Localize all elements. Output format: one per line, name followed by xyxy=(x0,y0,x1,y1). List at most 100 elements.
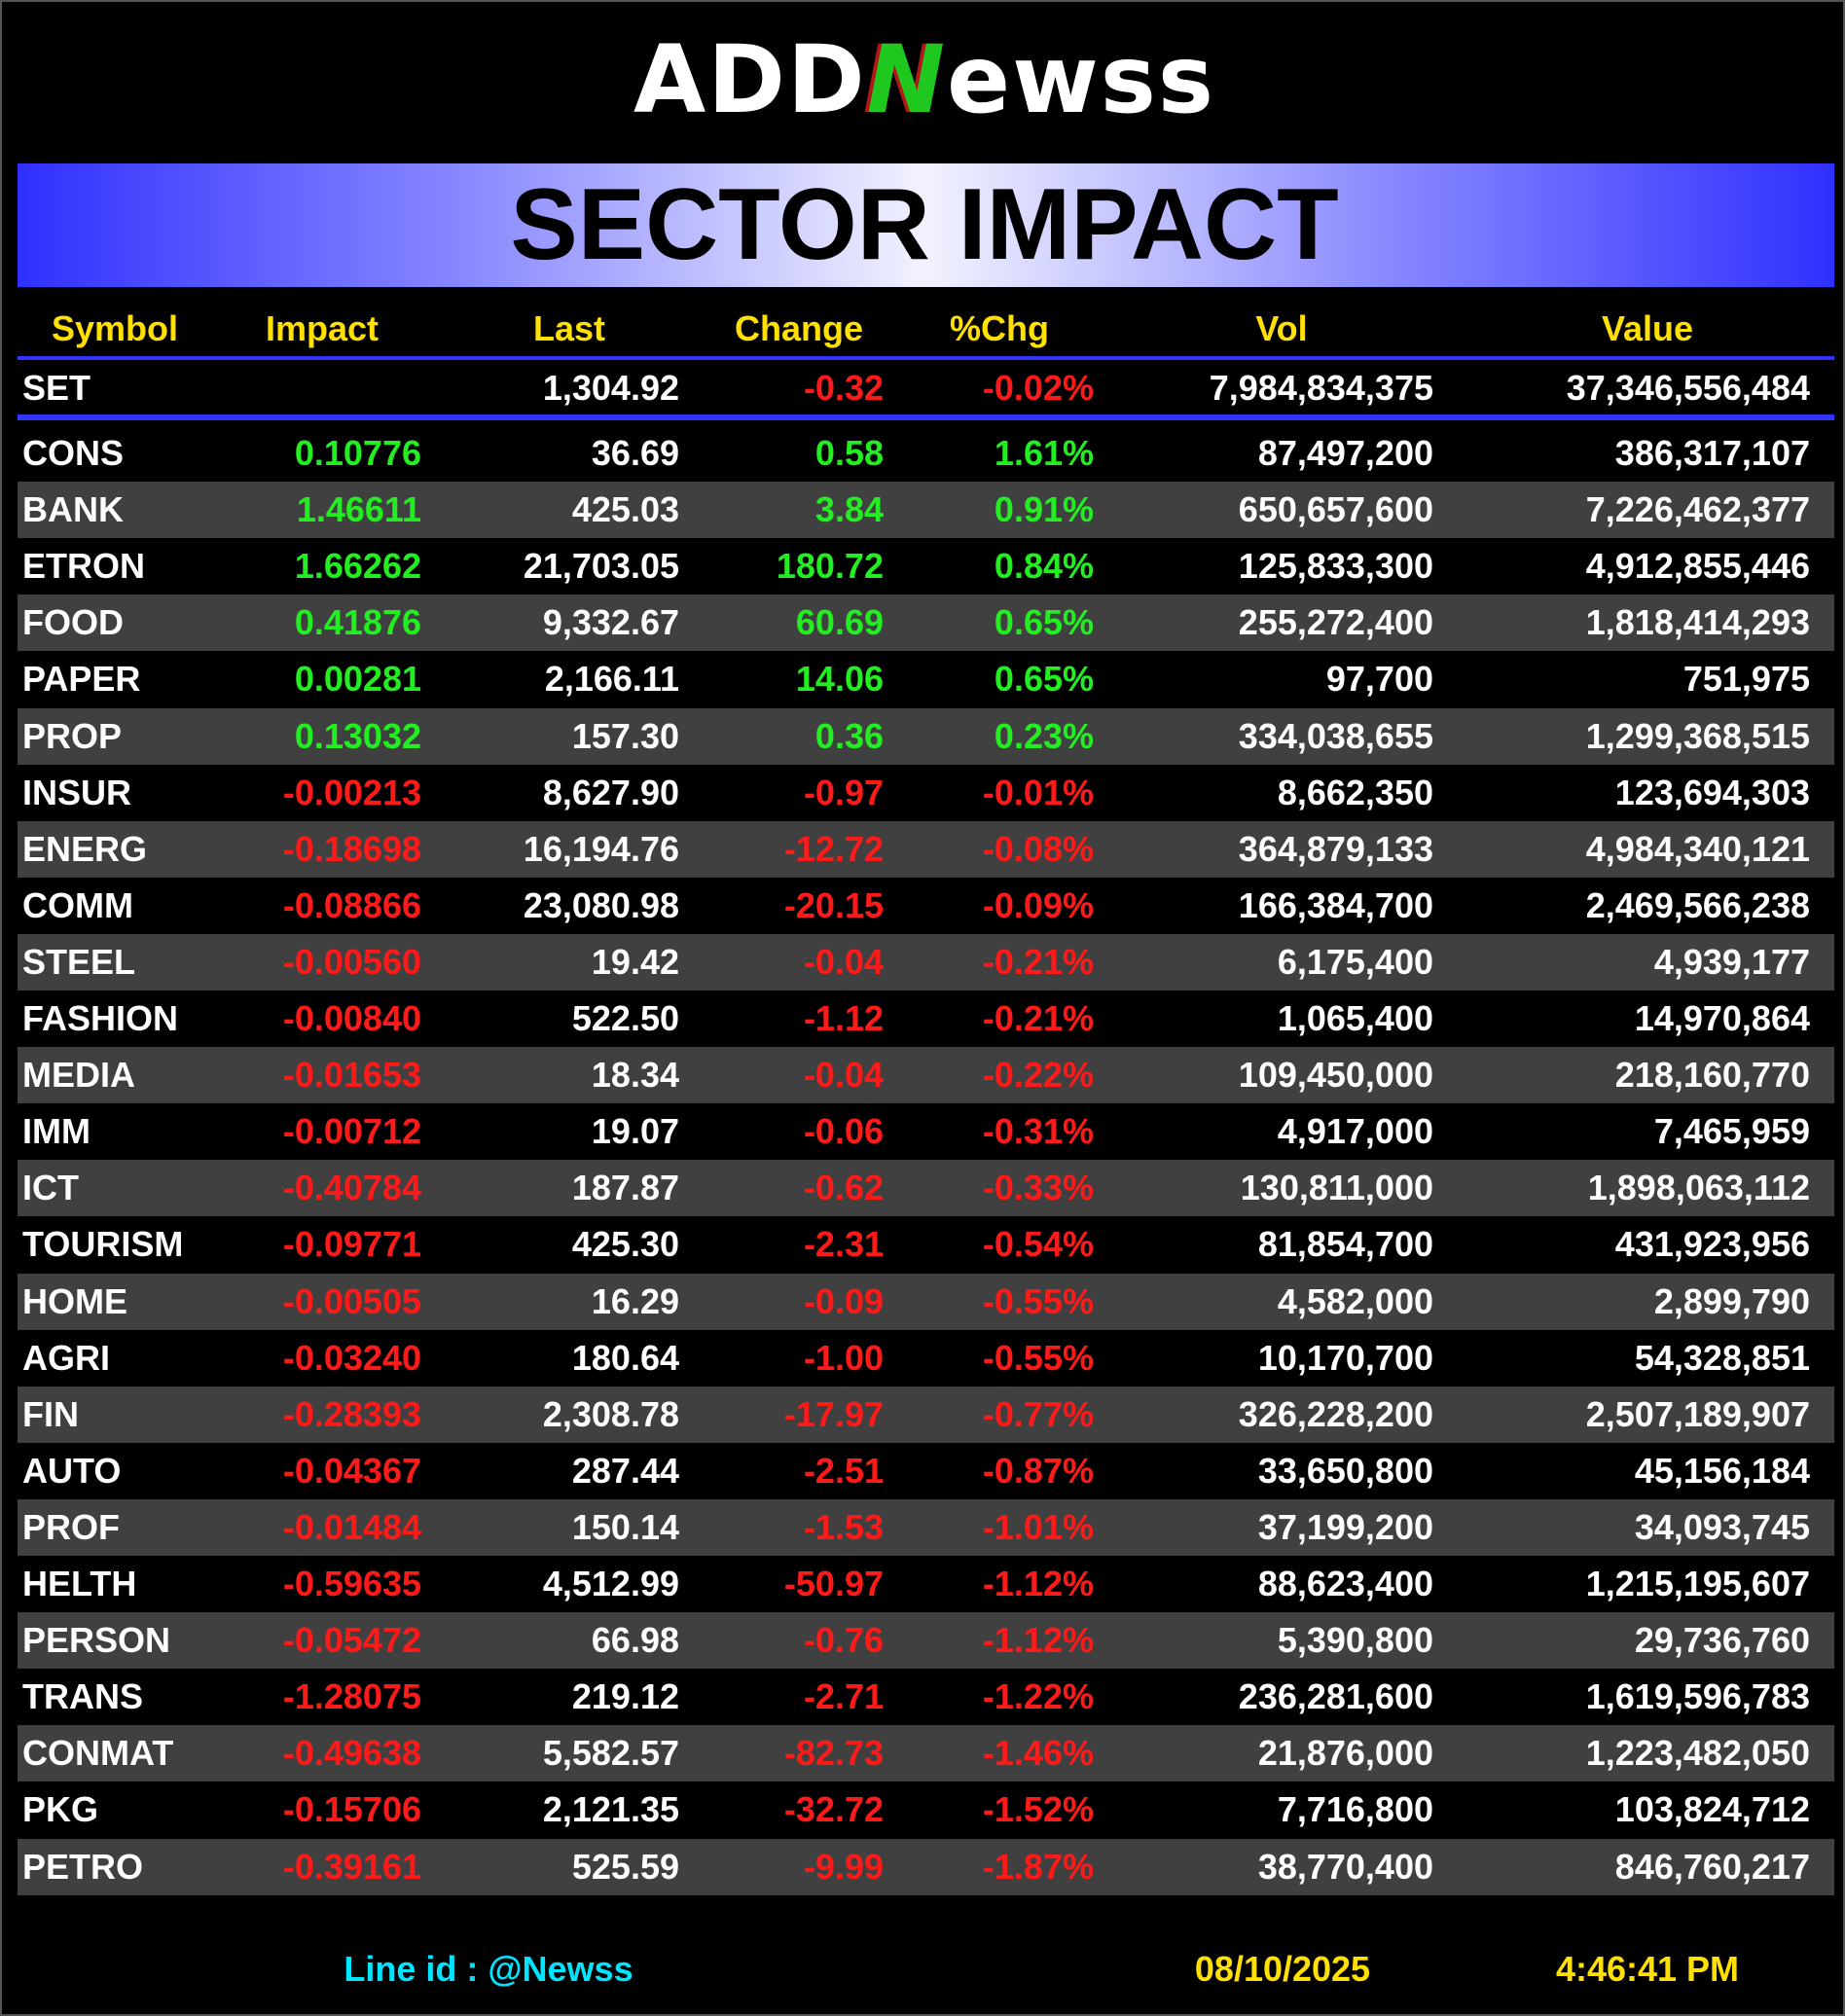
row-background xyxy=(18,1612,1834,1670)
row-background xyxy=(18,933,1834,990)
cell: 1.61% xyxy=(994,433,1094,473)
cell: 37,199,200 xyxy=(1257,1506,1433,1547)
cell: 7,226,462,377 xyxy=(1585,489,1810,530)
column-header: Change xyxy=(734,308,864,348)
logo-part: ADD xyxy=(633,25,867,134)
row-background xyxy=(18,482,1834,539)
cell: 0.84% xyxy=(994,546,1094,587)
cell: 219.12 xyxy=(571,1676,679,1717)
cell: -1.00 xyxy=(803,1337,884,1378)
cell: PERSON xyxy=(22,1620,171,1661)
cell: PAPER xyxy=(22,659,141,700)
cell: -0.49638 xyxy=(282,1733,421,1774)
cell: COMM xyxy=(22,884,133,925)
cell: 0.58 xyxy=(814,433,884,473)
cell: -0.01484 xyxy=(282,1506,421,1547)
logo: ADDNewss xyxy=(2,31,1843,128)
cell: 38,770,400 xyxy=(1257,1846,1433,1887)
cell: -0.01% xyxy=(982,772,1094,812)
cell: -0.08866 xyxy=(282,884,421,925)
cell: ICT xyxy=(22,1168,79,1208)
cell: 751,975 xyxy=(1682,659,1810,700)
row-background xyxy=(18,1725,1834,1782)
cell: 88,623,400 xyxy=(1257,1564,1433,1603)
cell: -0.02% xyxy=(982,368,1094,408)
cell: 14,970,864 xyxy=(1634,998,1810,1038)
cell: 7,465,959 xyxy=(1653,1111,1810,1152)
cell: 23,080.98 xyxy=(523,884,679,925)
cell: -0.00213 xyxy=(282,772,421,812)
cell: 0.41876 xyxy=(294,602,421,643)
cell: 236,281,600 xyxy=(1238,1676,1433,1717)
cell: -0.05472 xyxy=(282,1620,421,1661)
index-rule xyxy=(18,414,1834,420)
column-header: Symbol xyxy=(51,308,179,348)
line-label: Line id : xyxy=(344,1949,479,1989)
cell: 326,228,200 xyxy=(1238,1393,1433,1434)
cell: 16,194.76 xyxy=(523,828,679,869)
cell: -0.87% xyxy=(982,1450,1094,1491)
cell: 130,811,000 xyxy=(1240,1168,1433,1208)
cell: 87,497,200 xyxy=(1257,433,1433,473)
cell: 157.30 xyxy=(571,715,679,756)
cell: IMM xyxy=(22,1111,90,1152)
cell: 4,512.99 xyxy=(542,1564,679,1603)
cell: -2.51 xyxy=(803,1450,884,1491)
cell: 0.65% xyxy=(994,659,1094,700)
cell: 123,694,303 xyxy=(1614,772,1810,812)
cell: -0.97 xyxy=(803,772,884,812)
cell: 1.66262 xyxy=(294,546,421,587)
cell: -0.32 xyxy=(803,368,884,408)
cell: 6,175,400 xyxy=(1277,941,1433,982)
cell: -1.01% xyxy=(982,1506,1094,1547)
date: 08/10/2025 xyxy=(1194,1949,1371,1989)
cell: 255,272,400 xyxy=(1238,602,1433,643)
cell: -0.76 xyxy=(803,1620,884,1661)
cell: 97,700 xyxy=(1325,659,1433,700)
cell: -1.46% xyxy=(982,1733,1094,1774)
cell: 37,346,556,484 xyxy=(1566,368,1810,408)
cell: 0.91% xyxy=(994,489,1094,530)
cell: 1,304.92 xyxy=(542,368,679,408)
cell: 4,939,177 xyxy=(1653,941,1810,982)
cell: AUTO xyxy=(22,1450,122,1491)
row-background xyxy=(18,1160,1834,1217)
cell: -82.73 xyxy=(783,1733,884,1774)
cell: -0.00712 xyxy=(282,1111,421,1152)
cell: FASHION xyxy=(22,998,179,1038)
cell: -0.55% xyxy=(982,1337,1094,1378)
cell: 2,469,566,238 xyxy=(1585,884,1810,925)
cell: 5,582.57 xyxy=(542,1733,679,1774)
cell: -17.97 xyxy=(783,1393,884,1434)
cell: ETRON xyxy=(22,546,145,587)
time: 4:46:41 PM xyxy=(1555,1949,1740,1989)
cell: 187.87 xyxy=(571,1168,679,1208)
cell: -0.21% xyxy=(982,941,1094,982)
cell: 525.59 xyxy=(571,1846,679,1887)
cell: 8,662,350 xyxy=(1277,772,1433,812)
cell: -0.21% xyxy=(982,998,1094,1038)
cell: -1.53 xyxy=(803,1506,884,1547)
cell: -2.31 xyxy=(803,1224,884,1265)
cell: -0.04 xyxy=(803,941,884,982)
row-background xyxy=(18,1273,1834,1330)
cell: 2,507,189,907 xyxy=(1585,1393,1810,1434)
cell: 1,299,368,515 xyxy=(1585,715,1810,756)
cell: -0.33% xyxy=(982,1168,1094,1208)
row-background xyxy=(18,1498,1834,1556)
cell: -0.06 xyxy=(803,1111,884,1152)
row-background xyxy=(18,707,1834,765)
logo-part: N xyxy=(866,25,947,134)
cell: 1,818,414,293 xyxy=(1585,602,1810,643)
cell: 109,450,000 xyxy=(1238,1055,1433,1096)
cell: 180.64 xyxy=(571,1337,679,1378)
cell: 4,917,000 xyxy=(1277,1111,1433,1152)
row-background xyxy=(18,820,1834,878)
cell: PKG xyxy=(22,1789,99,1830)
cell: 7,716,800 xyxy=(1277,1789,1433,1830)
cell: 425.30 xyxy=(571,1224,679,1265)
column-header: Vol xyxy=(1255,308,1308,348)
cell: HOME xyxy=(22,1280,127,1321)
cell: SET xyxy=(22,368,91,408)
cell: 60.69 xyxy=(795,602,884,643)
